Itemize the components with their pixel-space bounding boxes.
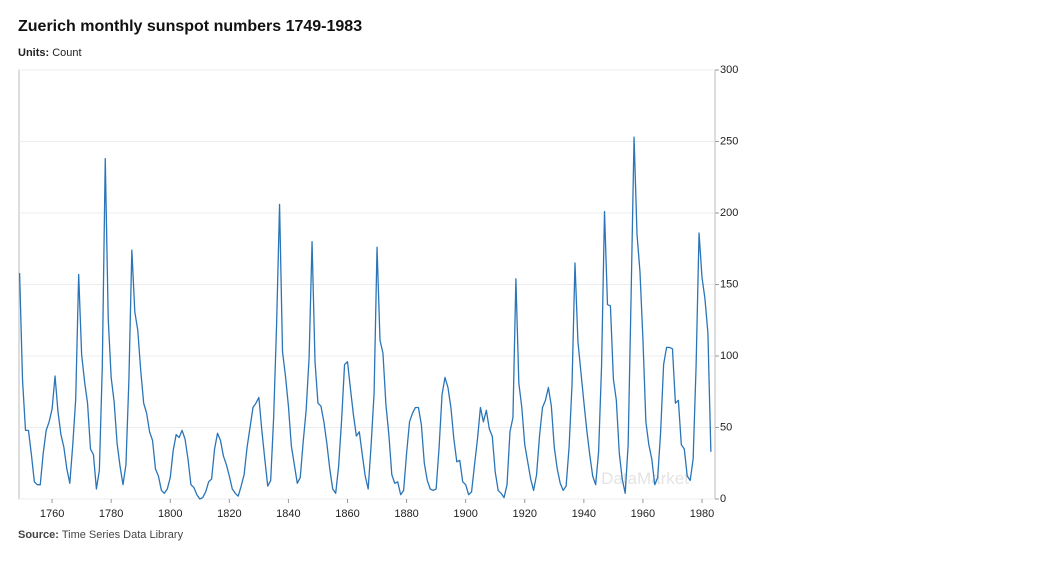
units: Units: Count: [18, 47, 82, 59]
y-tick-label: 100: [720, 350, 738, 362]
y-tick-label: 300: [720, 64, 738, 76]
source: Source: Time Series Data Library: [18, 529, 184, 541]
x-tick-label: 1900: [453, 508, 477, 520]
x-tick-label: 1800: [158, 508, 182, 520]
x-tick-label: 1920: [513, 508, 537, 520]
units-label: Units:: [18, 47, 49, 59]
y-tick-label: 250: [720, 135, 738, 147]
x-tick-label: 1980: [690, 508, 714, 520]
x-tick-label: 1880: [394, 508, 418, 520]
units-value: Count: [52, 47, 81, 59]
chart-title: Zuerich monthly sunspot numbers 1749-198…: [18, 18, 362, 35]
y-tick-label: 50: [720, 421, 732, 433]
watermark: DataMarket: [601, 469, 689, 488]
x-tick-label: 1780: [99, 508, 123, 520]
series-line: [18, 136, 712, 500]
source-value: Time Series Data Library: [62, 529, 184, 541]
x-tick-label: 1760: [40, 508, 64, 520]
source-label: Source:: [18, 529, 59, 541]
y-tick-label: 0: [720, 493, 726, 505]
x-tick-label: 1820: [217, 508, 241, 520]
x-tick-label: 1960: [631, 508, 655, 520]
x-tick-label: 1860: [335, 508, 359, 520]
y-tick-label: 200: [720, 207, 738, 219]
x-tick-label: 1940: [572, 508, 596, 520]
x-tick-label: 1840: [276, 508, 300, 520]
y-tick-label: 150: [720, 278, 738, 290]
